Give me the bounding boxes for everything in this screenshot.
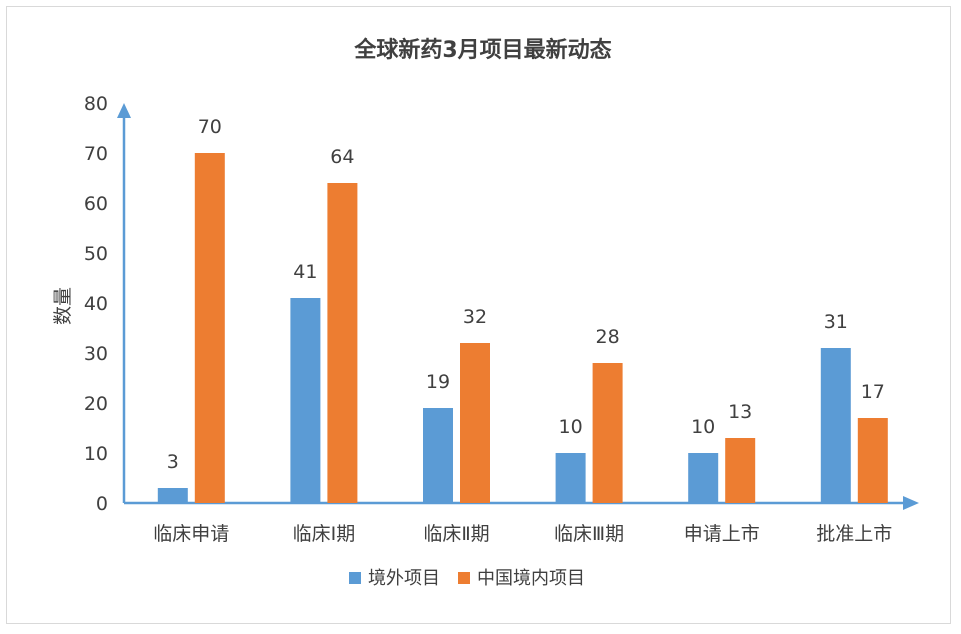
data-label: 10 [559,416,583,438]
bar [290,298,321,503]
bar [194,153,225,503]
y-axis-arrow [117,103,131,118]
data-label: 32 [463,306,487,328]
data-label: 17 [861,381,885,403]
legend-swatch [458,572,470,584]
y-tick-label: 40 [84,293,108,315]
bar [555,453,586,503]
x-tick-label: 申请上市 [684,523,760,545]
chart-title: 全球新药3月项目最新动态 [353,37,611,63]
bar [857,418,888,503]
axes [117,103,919,510]
y-tick-label: 20 [84,393,108,415]
x-tick-label: 批准上市 [816,523,892,545]
bar [592,363,623,503]
x-tick-label: 临床Ⅱ期 [423,523,489,545]
chart-frame [6,6,951,624]
data-label: 31 [824,311,848,333]
y-tick-label: 80 [84,93,108,115]
y-tick-label: 70 [84,143,108,165]
y-tick-label: 60 [84,193,108,215]
legend-label: 中国境内项目 [477,568,585,589]
y-tick-label: 10 [84,443,108,465]
x-tick-label: 临床Ⅰ期 [293,523,356,545]
y-axis-label: 数量 [52,287,74,325]
data-label: 3 [167,451,179,473]
legend-label: 境外项目 [368,568,440,589]
x-tick-label: 临床Ⅲ期 [554,523,624,545]
x-tick-label: 临床申请 [153,523,229,545]
bar [688,453,719,503]
data-label: 13 [728,401,752,423]
data-label: 70 [198,116,222,138]
bars [157,153,888,503]
bar [820,348,851,503]
data-label: 64 [330,146,354,168]
data-label: 10 [691,416,715,438]
bar [423,408,453,503]
data-labels: 3 70 41 64 19 32 10 28 10 13 31 17 [167,116,885,473]
bar [157,488,188,503]
y-tick-label: 30 [84,343,108,365]
x-axis-arrow [903,496,919,510]
legend: 境外项目 中国境内项目 [349,568,585,589]
y-tick-label: 50 [84,243,108,265]
bar [725,438,756,503]
bar [327,183,358,503]
legend-swatch [349,572,361,584]
bar [460,343,490,503]
y-tick-labels: 0 10 20 30 40 50 60 70 80 [84,93,108,515]
category-labels: 临床申请 临床Ⅰ期 临床Ⅱ期 临床Ⅲ期 申请上市 批准上市 [153,523,892,545]
y-tick-label: 0 [96,493,108,515]
data-label: 28 [596,326,620,348]
data-label: 19 [426,371,450,393]
data-label: 41 [293,261,317,283]
